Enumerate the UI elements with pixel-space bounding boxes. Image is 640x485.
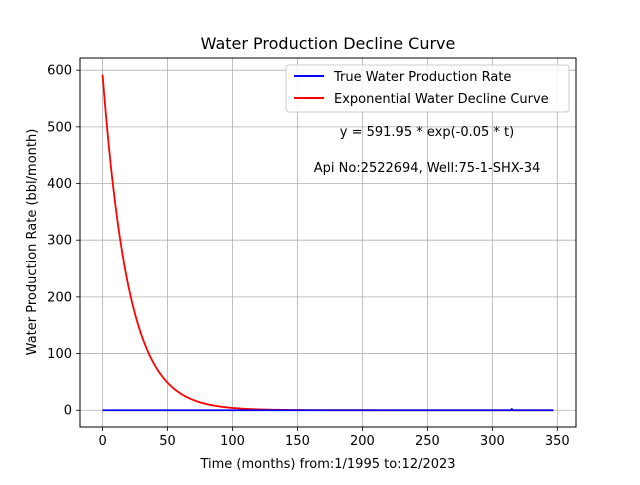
y-tick-label: 300 — [47, 234, 72, 249]
well-annotation: Api No:2522694, Well:75-1-SHX-34 — [314, 161, 541, 176]
legend: True Water Production Rate Exponential W… — [285, 64, 570, 113]
y-tick-label: 600 — [47, 64, 72, 79]
y-tick-label: 100 — [47, 347, 72, 362]
plot-series — [101, 74, 554, 412]
legend-box — [285, 64, 570, 113]
y-tick-label: 500 — [47, 120, 72, 135]
x-tick-label: 0 — [98, 434, 106, 449]
x-tick-label: 50 — [159, 434, 176, 449]
chart-title: Water Production Decline Curve — [201, 34, 456, 53]
x-tick-label: 200 — [350, 434, 375, 449]
x-axis-label: Time (months) from:1/1995 to:12/2023 — [199, 457, 455, 472]
x-tick-label: 250 — [415, 434, 440, 449]
x-axis-ticks: 0 50 100 150 200 250 300 350 — [98, 427, 570, 449]
legend-label-decline-curve: Exponential Water Decline Curve — [334, 92, 549, 107]
plot-frame — [79, 57, 577, 428]
x-tick-label: 350 — [545, 434, 570, 449]
true-rate-line — [102, 407, 554, 412]
y-axis-ticks: 0 100 200 300 400 500 600 — [47, 64, 80, 419]
legend-label-true-rate: True Water Production Rate — [333, 70, 511, 85]
y-tick-label: 200 — [47, 290, 72, 305]
x-tick-label: 100 — [220, 434, 245, 449]
x-tick-label: 150 — [285, 434, 310, 449]
y-tick-label: 0 — [64, 404, 72, 419]
y-axis-label: Water Production Rate (bbl/month) — [25, 129, 40, 356]
x-tick-label: 300 — [480, 434, 505, 449]
y-tick-label: 400 — [47, 177, 72, 192]
equation-annotation: y = 591.95 * exp(-0.05 * t) — [340, 125, 514, 140]
